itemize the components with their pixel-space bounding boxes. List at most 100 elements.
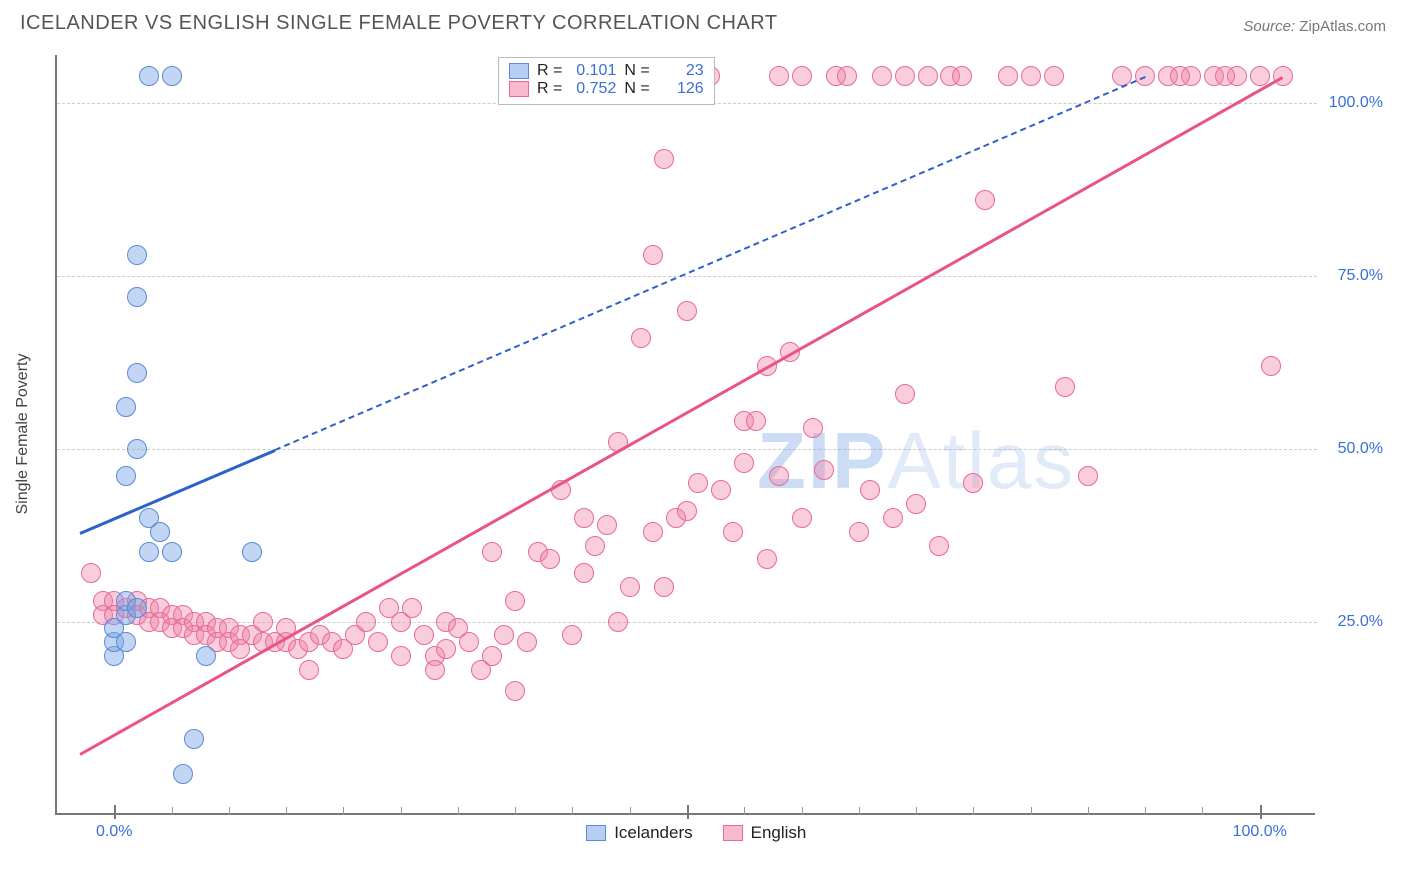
chart-title: ICELANDER VS ENGLISH SINGLE FEMALE POVER… <box>20 12 778 35</box>
x-tick-minor <box>916 807 917 815</box>
data-point <box>872 66 892 86</box>
trend-line <box>274 76 1145 451</box>
chart-source: Source: ZipAtlas.com <box>1243 18 1386 35</box>
data-point <box>505 591 525 611</box>
x-tick-minor <box>973 807 974 815</box>
r-value: 0.752 <box>570 80 616 98</box>
data-point <box>414 625 434 645</box>
chart-header: ICELANDER VS ENGLISH SINGLE FEMALE POVER… <box>0 0 1406 35</box>
trend-line <box>79 449 275 535</box>
r-value: 0.101 <box>570 62 616 80</box>
data-point <box>814 460 834 480</box>
data-point <box>127 287 147 307</box>
data-point <box>127 245 147 265</box>
legend-swatch <box>586 825 606 841</box>
x-tick-label: 100.0% <box>1233 823 1287 841</box>
n-label: N = <box>624 62 649 80</box>
data-point <box>253 612 273 632</box>
source-value: ZipAtlas.com <box>1299 18 1386 35</box>
data-point <box>505 681 525 701</box>
x-tick-minor <box>630 807 631 815</box>
data-point <box>608 612 628 632</box>
data-point <box>620 577 640 597</box>
data-point <box>895 66 915 86</box>
data-point <box>162 66 182 86</box>
x-tick-minor <box>802 807 803 815</box>
data-point <box>677 301 697 321</box>
data-point <box>792 508 812 528</box>
n-value: 23 <box>658 62 704 80</box>
r-label: R = <box>537 80 562 98</box>
data-point <box>998 66 1018 86</box>
y-tick-label: 100.0% <box>1323 94 1383 112</box>
legend-row: R =0.101N =23 <box>509 62 704 80</box>
x-tick-minor <box>286 807 287 815</box>
data-point <box>356 612 376 632</box>
data-point <box>574 563 594 583</box>
data-point <box>459 632 479 652</box>
data-point <box>162 542 182 562</box>
x-tick-label: 0.0% <box>96 823 132 841</box>
data-point <box>299 660 319 680</box>
data-point <box>150 522 170 542</box>
y-tick-label: 75.0% <box>1323 267 1383 285</box>
data-point <box>1078 466 1098 486</box>
x-tick-minor <box>515 807 516 815</box>
correlation-legend: R =0.101N =23R =0.752N =126 <box>498 57 715 105</box>
x-tick-minor <box>458 807 459 815</box>
legend-label: English <box>751 823 807 843</box>
data-point <box>391 646 411 666</box>
data-point <box>734 453 754 473</box>
data-point <box>1261 356 1281 376</box>
y-axis-label: Single Female Poverty <box>14 354 32 515</box>
legend-swatch <box>509 63 529 79</box>
x-tick-minor <box>744 807 745 815</box>
data-point <box>849 522 869 542</box>
data-point <box>482 646 502 666</box>
data-point <box>1215 66 1235 86</box>
data-point <box>643 522 663 542</box>
data-point <box>883 508 903 528</box>
data-point <box>436 639 456 659</box>
legend-item: Icelanders <box>586 823 692 843</box>
data-point <box>975 190 995 210</box>
data-point <box>860 480 880 500</box>
legend-swatch <box>509 81 529 97</box>
data-point <box>517 632 537 652</box>
data-point <box>792 66 812 86</box>
data-point <box>116 466 136 486</box>
data-point <box>769 466 789 486</box>
legend-swatch <box>723 825 743 841</box>
x-tick-minor <box>572 807 573 815</box>
data-point <box>574 508 594 528</box>
data-point <box>929 536 949 556</box>
data-point <box>643 245 663 265</box>
data-point <box>1250 66 1270 86</box>
data-point <box>918 66 938 86</box>
trend-line <box>79 76 1283 756</box>
data-point <box>906 494 926 514</box>
x-tick-minor <box>859 807 860 815</box>
data-point <box>173 764 193 784</box>
legend-row: R =0.752N =126 <box>509 80 704 98</box>
data-point <box>757 549 777 569</box>
chart-area: Single Female Poverty 25.0%50.0%75.0%100… <box>55 55 1385 845</box>
x-tick-minor <box>1202 807 1203 815</box>
data-point <box>1044 66 1064 86</box>
data-point <box>585 536 605 556</box>
data-point <box>1021 66 1041 86</box>
data-point <box>184 729 204 749</box>
data-point <box>127 439 147 459</box>
data-point <box>116 632 136 652</box>
data-point <box>562 625 582 645</box>
data-point <box>368 632 388 652</box>
data-point <box>597 515 617 535</box>
data-point <box>654 577 674 597</box>
data-point <box>127 598 147 618</box>
data-point <box>1055 377 1075 397</box>
data-point <box>769 66 789 86</box>
data-point <box>746 411 766 431</box>
data-point <box>116 397 136 417</box>
data-point <box>139 66 159 86</box>
n-label: N = <box>624 80 649 98</box>
